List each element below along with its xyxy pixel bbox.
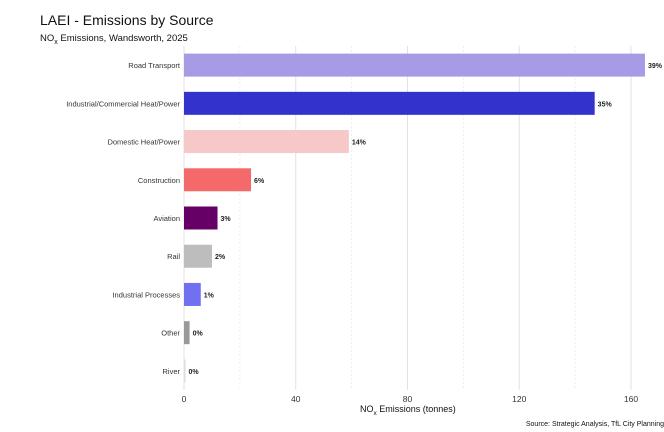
data-label: 2% [215,254,226,261]
data-label: 0% [189,369,200,376]
x-tick-label: 80 [403,394,413,404]
data-label: 0% [193,331,204,338]
x-tick-label: 0 [182,394,187,404]
category-label: Domestic Heat/Power [107,138,180,147]
x-tick-label: 120 [512,394,526,404]
x-tick-label: 160 [624,394,638,404]
data-label: 39% [648,63,663,70]
category-label: Aviation [153,214,180,223]
bar [184,282,201,306]
category-label: Rail [167,252,180,261]
bar [184,53,645,77]
bar [184,168,252,192]
category-label: Industrial/Commercial Heat/Power [66,99,180,108]
category-label: Construction [138,176,180,185]
category-label: Other [161,329,180,338]
chart-title: LAEI - Emissions by Source [40,12,214,28]
category-label: Road Transport [128,61,181,70]
data-label: 1% [204,292,215,299]
x-tick-label: 40 [291,394,301,404]
source-note: Source: Strategic Analysis, TfL City Pla… [525,421,664,428]
bar [184,91,595,115]
chart-subtitle: NOx Emissions, Wandsworth, 2025 [40,33,188,46]
data-label: 3% [221,216,232,223]
bar [184,321,190,345]
bar [184,359,186,383]
bar [184,206,218,230]
bar [184,130,349,154]
bar [184,244,212,268]
data-label: 35% [598,101,613,108]
data-label: 14% [352,140,367,147]
x-axis-label: NOx Emissions (tonnes) [360,404,456,417]
data-label: 6% [254,178,265,185]
category-label: River [162,367,180,376]
category-label: Industrial Processes [112,290,180,299]
